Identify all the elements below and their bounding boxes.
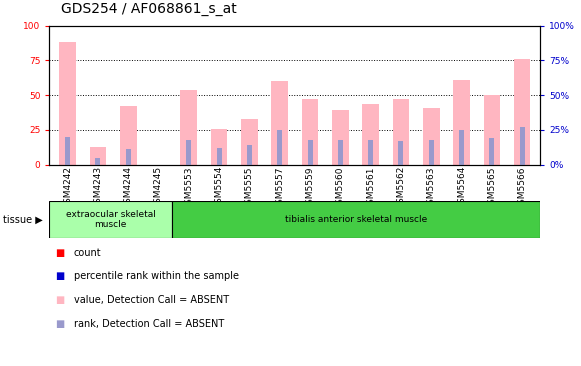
Bar (125, 149, 131, 165)
Bar (271, 81, 288, 165)
Bar (120, 106, 137, 165)
Bar (241, 119, 258, 165)
Bar (307, 140, 313, 165)
Bar (453, 80, 470, 165)
Bar (332, 111, 349, 165)
Text: GDS254 / AF068861_s_at: GDS254 / AF068861_s_at (61, 3, 236, 16)
Bar (217, 148, 221, 165)
Bar (399, 141, 403, 165)
Bar (338, 140, 343, 165)
Text: percentile rank within the sample: percentile rank within the sample (74, 271, 239, 281)
Bar (59, 42, 76, 165)
Bar (429, 140, 434, 165)
Bar (489, 138, 494, 165)
Bar (483, 95, 500, 165)
Text: ■: ■ (55, 319, 64, 329)
Bar (211, 128, 227, 165)
Bar (65, 137, 70, 165)
Bar (187, 140, 191, 165)
Bar (95, 158, 101, 165)
Bar (393, 99, 409, 165)
Bar (89, 147, 106, 165)
Bar (519, 127, 525, 165)
Bar (363, 104, 379, 165)
Bar (181, 90, 197, 165)
Text: ■: ■ (55, 271, 64, 281)
Text: tissue ▶: tissue ▶ (3, 214, 42, 225)
Text: rank, Detection Call = ABSENT: rank, Detection Call = ABSENT (74, 319, 224, 329)
Text: ■: ■ (55, 247, 64, 258)
Bar (49, 201, 172, 238)
Bar (247, 145, 252, 165)
Bar (172, 201, 540, 238)
Text: tibialis anterior skeletal muscle: tibialis anterior skeletal muscle (285, 215, 428, 224)
Text: value, Detection Call = ABSENT: value, Detection Call = ABSENT (74, 295, 229, 305)
Bar (368, 140, 373, 165)
Bar (514, 59, 530, 165)
Bar (302, 99, 318, 165)
Text: count: count (74, 247, 102, 258)
Bar (459, 130, 464, 165)
Bar (277, 130, 282, 165)
Bar (423, 108, 440, 165)
Text: extraocular skeletal
muscle: extraocular skeletal muscle (66, 210, 156, 229)
Text: ■: ■ (55, 295, 64, 305)
